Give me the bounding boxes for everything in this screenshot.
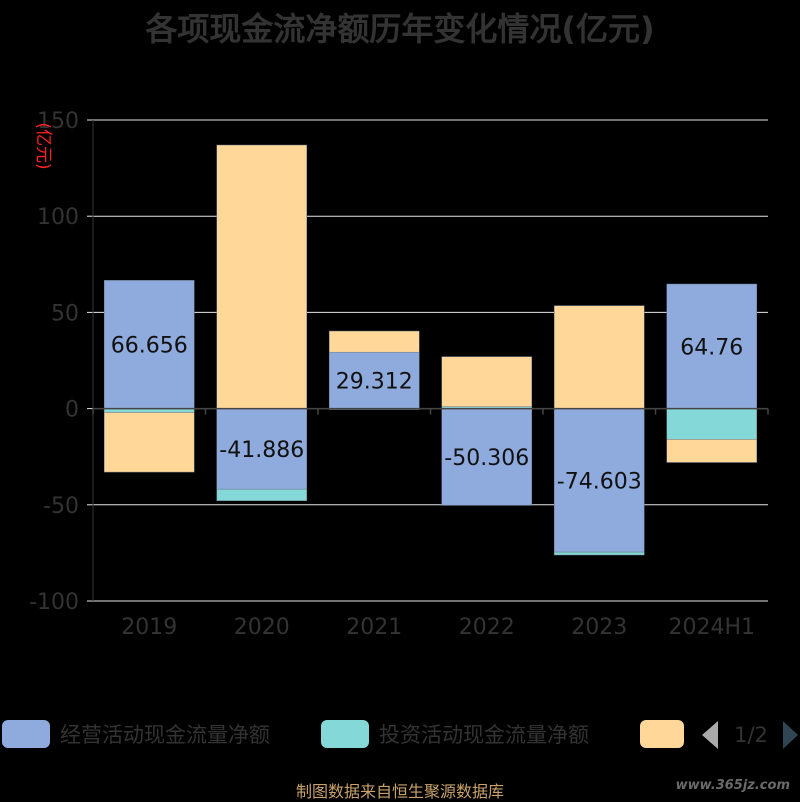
bar-2023-s1 xyxy=(554,408,645,553)
bar-2024H1-s1 xyxy=(666,283,757,409)
y-tick-label: -50 xyxy=(43,494,79,519)
y-tick-label: 100 xyxy=(37,205,79,230)
source-note: 制图数据来自恒生聚源数据库 xyxy=(295,782,504,801)
x-tick-label: 2019 xyxy=(121,615,177,640)
legend-label-2: 投资活动现金流量净额 xyxy=(379,723,589,747)
labels-layer: 66.656 -41.886 29.312 -50.306 -74.603 64.76 xyxy=(111,333,743,494)
legend-prev-icon[interactable] xyxy=(702,721,718,749)
data-label-2023: -74.603 xyxy=(557,469,642,494)
y-tick-label: 150 xyxy=(37,109,79,134)
x-tick-label: 2020 xyxy=(234,615,290,640)
bar-2023-s3 xyxy=(554,305,645,409)
bars-layer xyxy=(104,144,757,556)
data-label-2021: 29.312 xyxy=(336,369,413,394)
axis-layer: 150 100 50 0 -50 -100 (亿元) 2019 2020 2021 2022 2023… xyxy=(29,109,769,640)
legend-swatch-1 xyxy=(2,720,50,748)
chart-title: 各项现金流净额历年变化情况(亿元) xyxy=(145,10,655,48)
y-tick-label: -100 xyxy=(29,590,79,615)
bar-2021-s1 xyxy=(329,351,420,409)
y-tick-label: 0 xyxy=(65,398,79,423)
data-label-2019: 66.656 xyxy=(111,333,188,358)
x-tick-label: 2022 xyxy=(459,615,515,640)
bar-2024H1-s2 xyxy=(666,408,757,440)
bar-2023-s2 xyxy=(554,551,645,556)
bar-2019-s1 xyxy=(104,280,195,409)
bar-2020-s2 xyxy=(216,488,307,501)
bar-2024H1-s3 xyxy=(666,439,757,463)
bar-2020-s1 xyxy=(216,408,307,490)
data-label-2024H1: 64.76 xyxy=(680,335,743,360)
bar-2022-s3 xyxy=(441,356,532,407)
data-label-2020: -41.886 xyxy=(219,438,304,463)
bar-2020-s3 xyxy=(216,144,307,409)
bar-2019-s3 xyxy=(104,412,195,473)
x-tick-label: 2021 xyxy=(346,615,402,640)
legend-next-icon[interactable] xyxy=(783,721,798,749)
legend-label-1: 经营活动现金流量净额 xyxy=(60,723,270,747)
watermark: www.365jz.com xyxy=(675,778,790,793)
bar-2021-s3 xyxy=(329,330,420,353)
legend-swatch-3 xyxy=(640,720,684,748)
x-tick-label: 2023 xyxy=(571,615,627,640)
bar-2022-s1 xyxy=(441,408,532,506)
y-tick-label: 50 xyxy=(51,301,79,326)
legend-page-indicator: 1/2 xyxy=(734,723,768,747)
legend-swatch-2 xyxy=(321,720,369,748)
data-label-2022: -50.306 xyxy=(444,446,529,471)
legend: 经营活动现金流量净额 投资活动现金流量净额 1/2 xyxy=(2,720,798,749)
x-tick-label: 2024H1 xyxy=(668,615,755,640)
y-axis-label: (亿元) xyxy=(33,122,53,169)
